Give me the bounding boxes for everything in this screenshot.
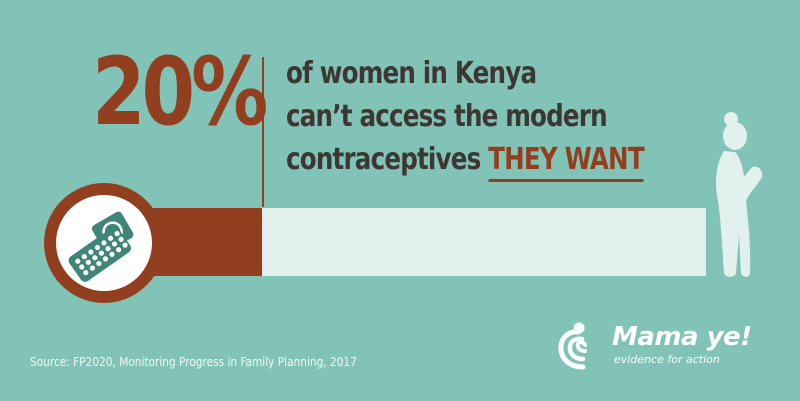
headline-highlight: THEY WANT [488, 142, 645, 182]
stat-headline: of women in Kenya can’t access the moder… [286, 52, 696, 182]
logo-tagline: evidence for action [614, 353, 720, 366]
contraceptive-pill-pack-icon [68, 211, 134, 282]
mama-ye-logo-mark [558, 322, 587, 370]
standing-woman-icon [716, 112, 763, 277]
headline-line-1: of women in Kenya [286, 56, 537, 91]
headline-line-2: can’t access the modern [286, 99, 608, 134]
divider-line [262, 57, 264, 207]
stat-percent: 20% [92, 38, 268, 147]
source-citation: Source: FP2020, Monitoring Progress in F… [30, 355, 357, 369]
headline-line-3-prefix: contraceptives [286, 142, 489, 177]
logo-name: Mama ye! [612, 322, 752, 352]
headline-line-3: contraceptives THEY WANT [286, 138, 696, 182]
progress-track [262, 208, 706, 276]
